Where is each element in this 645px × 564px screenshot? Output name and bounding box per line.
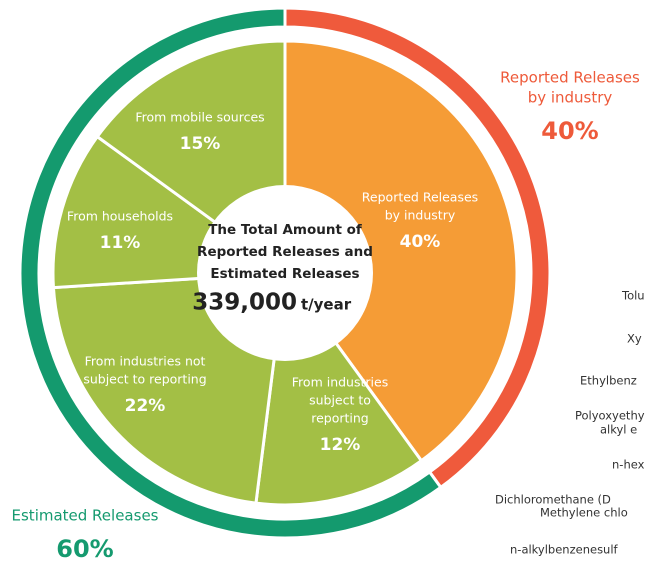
slice-label: From industries not [85, 354, 206, 369]
ring-label: Estimated Releases [12, 507, 159, 525]
center-hole [197, 185, 373, 361]
center-line: The Total Amount of [208, 222, 362, 238]
ring-value: 40% [541, 117, 598, 145]
side-label: Tolu [621, 289, 645, 303]
slice-label: Reported Releases [362, 190, 478, 205]
slice-value: 15% [180, 134, 221, 154]
center-line: Estimated Releases [210, 266, 359, 282]
slice-value: 11% [100, 233, 141, 253]
center-line: Reported Releases and [197, 244, 373, 260]
slice-value: 40% [400, 232, 441, 252]
side-label: Ethylbenz [580, 374, 637, 388]
outer-segment [18, 6, 443, 540]
center-unit: t/year [301, 296, 352, 314]
side-label: n-hex [612, 458, 645, 472]
side-label: Dichloromethane (D [495, 493, 611, 507]
side-label: alkyl e [600, 423, 637, 437]
slice-value: 12% [320, 435, 361, 455]
slice-value: 22% [125, 396, 166, 416]
side-label: Methylene chlo [540, 506, 628, 520]
slice-label: From industries [292, 375, 388, 390]
ring-label: Reported Releases [500, 69, 640, 87]
inner-segment [283, 39, 519, 463]
slice-label: reporting [311, 411, 369, 426]
ring-value: 60% [56, 535, 113, 563]
ring-label: by industry [528, 89, 613, 107]
slice-label: From households [67, 209, 173, 224]
side-label: n-alkylbenzenesulf [510, 543, 619, 557]
slice-label: From mobile sources [135, 110, 264, 125]
slice-label: subject to [309, 393, 371, 408]
center-total: 339,000 [192, 290, 297, 316]
side-label: Xy [627, 332, 642, 346]
side-label: Polyoxyethy [575, 409, 645, 423]
slice-label: by industry [385, 208, 456, 223]
slice-label: subject to reporting [83, 372, 206, 387]
